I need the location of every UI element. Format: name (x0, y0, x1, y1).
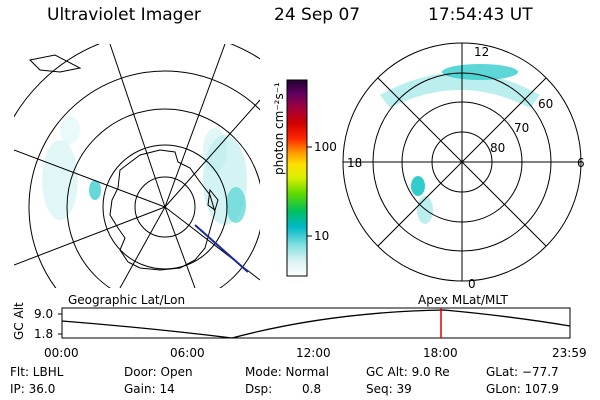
lat-label-70: 70 (514, 121, 530, 135)
timeline-y-label: GC Alt (12, 302, 26, 340)
colorbar-tick-label: 10 (314, 229, 330, 243)
auroral-emission-right (380, 64, 540, 224)
mode-status: Mode: Normal (245, 365, 329, 379)
dsp-label: Dsp: (245, 382, 273, 396)
antarctica-coastline (109, 149, 216, 271)
timeline-x-tick: 12:00 (296, 346, 331, 360)
magnetic-polar-plot (342, 42, 582, 282)
satellite-track (194, 224, 249, 273)
timeline-right-title: Apex MLat/MLT (418, 293, 508, 307)
mlt-label-18: 18 (347, 156, 363, 170)
mlt-label-0: 0 (468, 277, 476, 291)
ip-status: IP: 36.0 (10, 382, 56, 396)
filter-status: Flt: LBHL (10, 365, 64, 379)
altitude-timeline (58, 307, 571, 339)
mlt-label-12: 12 (474, 45, 490, 59)
coastline-fragment (207, 188, 219, 211)
dsp-value: 0.8 (302, 382, 322, 396)
timeline-x-tick: 06:00 (170, 346, 205, 360)
seq-status: Seq: 39 (366, 382, 412, 396)
mlt-label-6: 6 (577, 156, 585, 170)
time-label: 17:54:43 UT (428, 5, 533, 25)
instrument-title: Ultraviolet Imager (47, 5, 201, 25)
coastline-fragment (28, 54, 82, 73)
lat-label-60: 60 (538, 97, 554, 111)
colorbar (286, 79, 308, 277)
date-label: 24 Sep 07 (274, 5, 361, 25)
glat-status: GLat: −77.7 (486, 365, 559, 379)
glon-status: GLon: 107.9 (486, 382, 559, 396)
door-status: Door: Open (124, 365, 193, 379)
timeline-left-title: Geographic Lat/Lon (68, 293, 186, 307)
gc-alt-status: GC Alt: 9.0 Re (366, 365, 450, 379)
lat-label-80: 80 (490, 141, 506, 155)
timeline-x-tick: 00:00 (44, 346, 79, 360)
geographic-map (14, 44, 260, 288)
colorbar-unit-label: photon cm⁻²s⁻¹ (272, 82, 286, 175)
timeline-x-tick: 18:00 (423, 346, 458, 360)
timeline-y-bottom: 1.8 (34, 327, 54, 341)
colorbar-tick-label: 100 (314, 140, 337, 154)
altitude-curve (61, 309, 571, 339)
gain-status: Gain: 14 (124, 382, 175, 396)
auroral-emission-left (42, 116, 247, 225)
timeline-y-top: 9.0 (34, 307, 54, 321)
timeline-x-tick: 23:59 (552, 346, 587, 360)
